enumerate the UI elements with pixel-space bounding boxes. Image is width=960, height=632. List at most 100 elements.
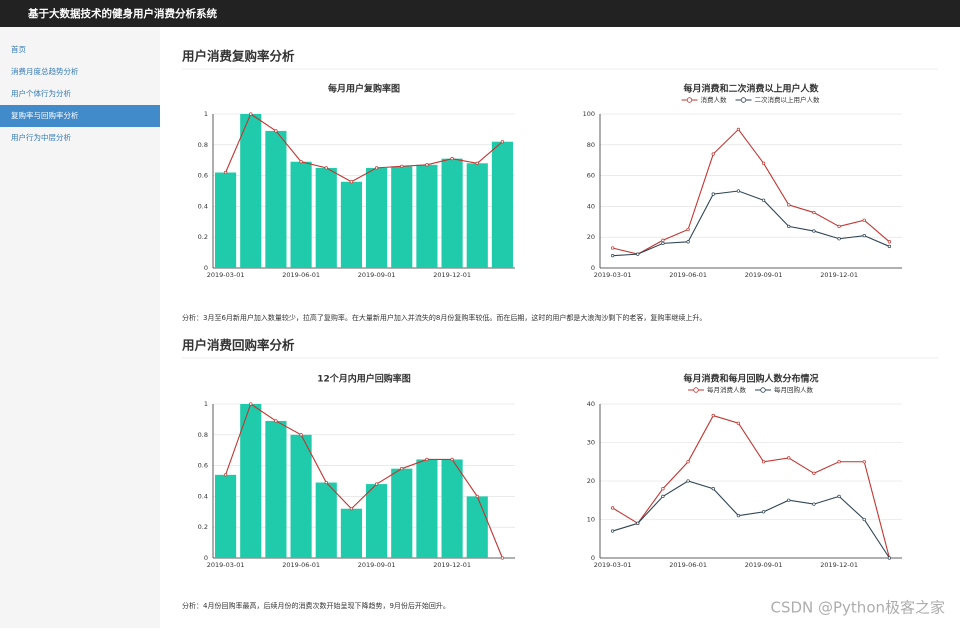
line-point — [761, 460, 766, 464]
line-point — [299, 433, 303, 437]
line-point — [862, 218, 866, 222]
y-tick-label: 30 — [587, 439, 595, 447]
bar — [240, 114, 262, 268]
line-point — [349, 180, 354, 184]
line-point — [887, 244, 892, 249]
y-tick-label: 80 — [587, 141, 595, 149]
line-point — [837, 224, 841, 229]
bar — [391, 468, 413, 558]
legend-marker — [760, 387, 766, 393]
line-point — [812, 229, 816, 233]
line-point — [324, 166, 328, 170]
line-point — [349, 507, 354, 511]
line-point — [736, 127, 741, 132]
x-tick-label: 2019-06-01 — [282, 271, 320, 279]
line-point — [711, 413, 715, 418]
bar — [265, 420, 287, 558]
line — [612, 480, 890, 559]
x-tick-label: 2019-09-01 — [358, 271, 396, 279]
line-point — [837, 460, 841, 464]
line-point — [837, 494, 841, 499]
line-point — [249, 112, 253, 116]
bar — [315, 167, 337, 268]
line-point — [736, 514, 741, 518]
x-tick-label: 2019-03-01 — [594, 561, 632, 569]
app-title: 基于大数据技术的健身用户消费分析系统 — [27, 7, 217, 20]
bar — [441, 459, 463, 558]
line-point — [661, 238, 665, 242]
line-point — [761, 510, 766, 514]
x-tick-label: 2019-06-01 — [282, 561, 320, 569]
line — [225, 403, 503, 559]
y-tick-label: 100 — [583, 110, 595, 118]
bar — [491, 141, 513, 268]
legend-marker — [686, 97, 693, 103]
x-tick-label: 2019-12-01 — [820, 271, 858, 279]
analysis-text: 分析：3月至6月新用户加入数量较少，拉高了复购率。在大量新用户加入并流失的8月份… — [182, 313, 706, 322]
nav-item[interactable]: 用户行为中层分析 — [11, 132, 71, 142]
line-point — [736, 421, 741, 425]
sidebar — [0, 27, 160, 628]
nav-item[interactable]: 复购率与回购率分析 — [11, 110, 79, 120]
line-point — [862, 234, 866, 238]
y-tick-label: 0 — [204, 264, 208, 272]
legend-label: 二次消费以上用户人数 — [755, 95, 821, 104]
section-title: 用户消费复购率分析 — [181, 49, 295, 64]
line-point — [223, 170, 228, 175]
line-point — [610, 246, 615, 250]
line-point — [887, 556, 892, 560]
line-point — [299, 160, 303, 164]
bar — [466, 496, 488, 558]
line-point — [887, 240, 892, 244]
line-point — [661, 487, 665, 491]
line-point — [661, 494, 665, 499]
x-tick-label: 2019-12-01 — [433, 271, 471, 279]
y-tick-label: 1 — [204, 400, 208, 408]
y-tick-label: 0 — [204, 554, 208, 562]
y-tick-label: 0 — [591, 554, 595, 562]
line-point — [761, 161, 766, 165]
line-point — [711, 152, 715, 156]
y-tick-label: 0.6 — [198, 462, 208, 470]
y-tick-label: 0.2 — [198, 523, 208, 531]
x-tick-label: 2019-06-01 — [669, 271, 707, 279]
chart-title: 12个月内用户回购率图 — [317, 373, 411, 385]
x-tick-label: 2019-03-01 — [594, 271, 632, 279]
y-tick-label: 0.8 — [198, 431, 208, 439]
line-point — [324, 480, 328, 485]
nav-item[interactable]: 首页 — [11, 44, 26, 54]
line-point — [500, 140, 505, 144]
bar — [340, 181, 362, 268]
line-point — [787, 203, 791, 207]
line-point — [711, 192, 715, 196]
y-tick-label: 40 — [587, 400, 595, 408]
bar — [265, 130, 287, 268]
x-tick-label: 2019-09-01 — [745, 561, 783, 569]
line-point — [610, 506, 615, 510]
line-point — [475, 494, 479, 499]
y-tick-label: 60 — [587, 172, 595, 180]
nav-item[interactable]: 消费月度总趋势分析 — [11, 66, 79, 76]
bar — [240, 404, 262, 558]
y-tick-label: 20 — [587, 477, 595, 485]
nav-item[interactable]: 用户个体行为分析 — [11, 88, 71, 98]
top-bar — [0, 0, 960, 27]
line-point — [500, 556, 505, 560]
bar — [466, 163, 488, 268]
line-point — [610, 254, 615, 258]
bar — [215, 474, 237, 558]
x-tick-label: 2019-12-01 — [820, 561, 858, 569]
y-tick-label: 0.2 — [198, 233, 208, 241]
y-tick-label: 10 — [587, 516, 595, 524]
x-tick-label: 2019-12-01 — [433, 561, 471, 569]
x-tick-label: 2019-03-01 — [207, 561, 245, 569]
line-point — [425, 163, 429, 167]
line-point — [787, 456, 791, 460]
line-point — [812, 210, 816, 215]
line-point — [274, 129, 278, 133]
legend-label: 消费人数 — [701, 95, 728, 104]
bar — [340, 508, 362, 558]
line-point — [425, 457, 429, 462]
y-tick-label: 1 — [204, 110, 208, 118]
line-point — [761, 198, 766, 202]
